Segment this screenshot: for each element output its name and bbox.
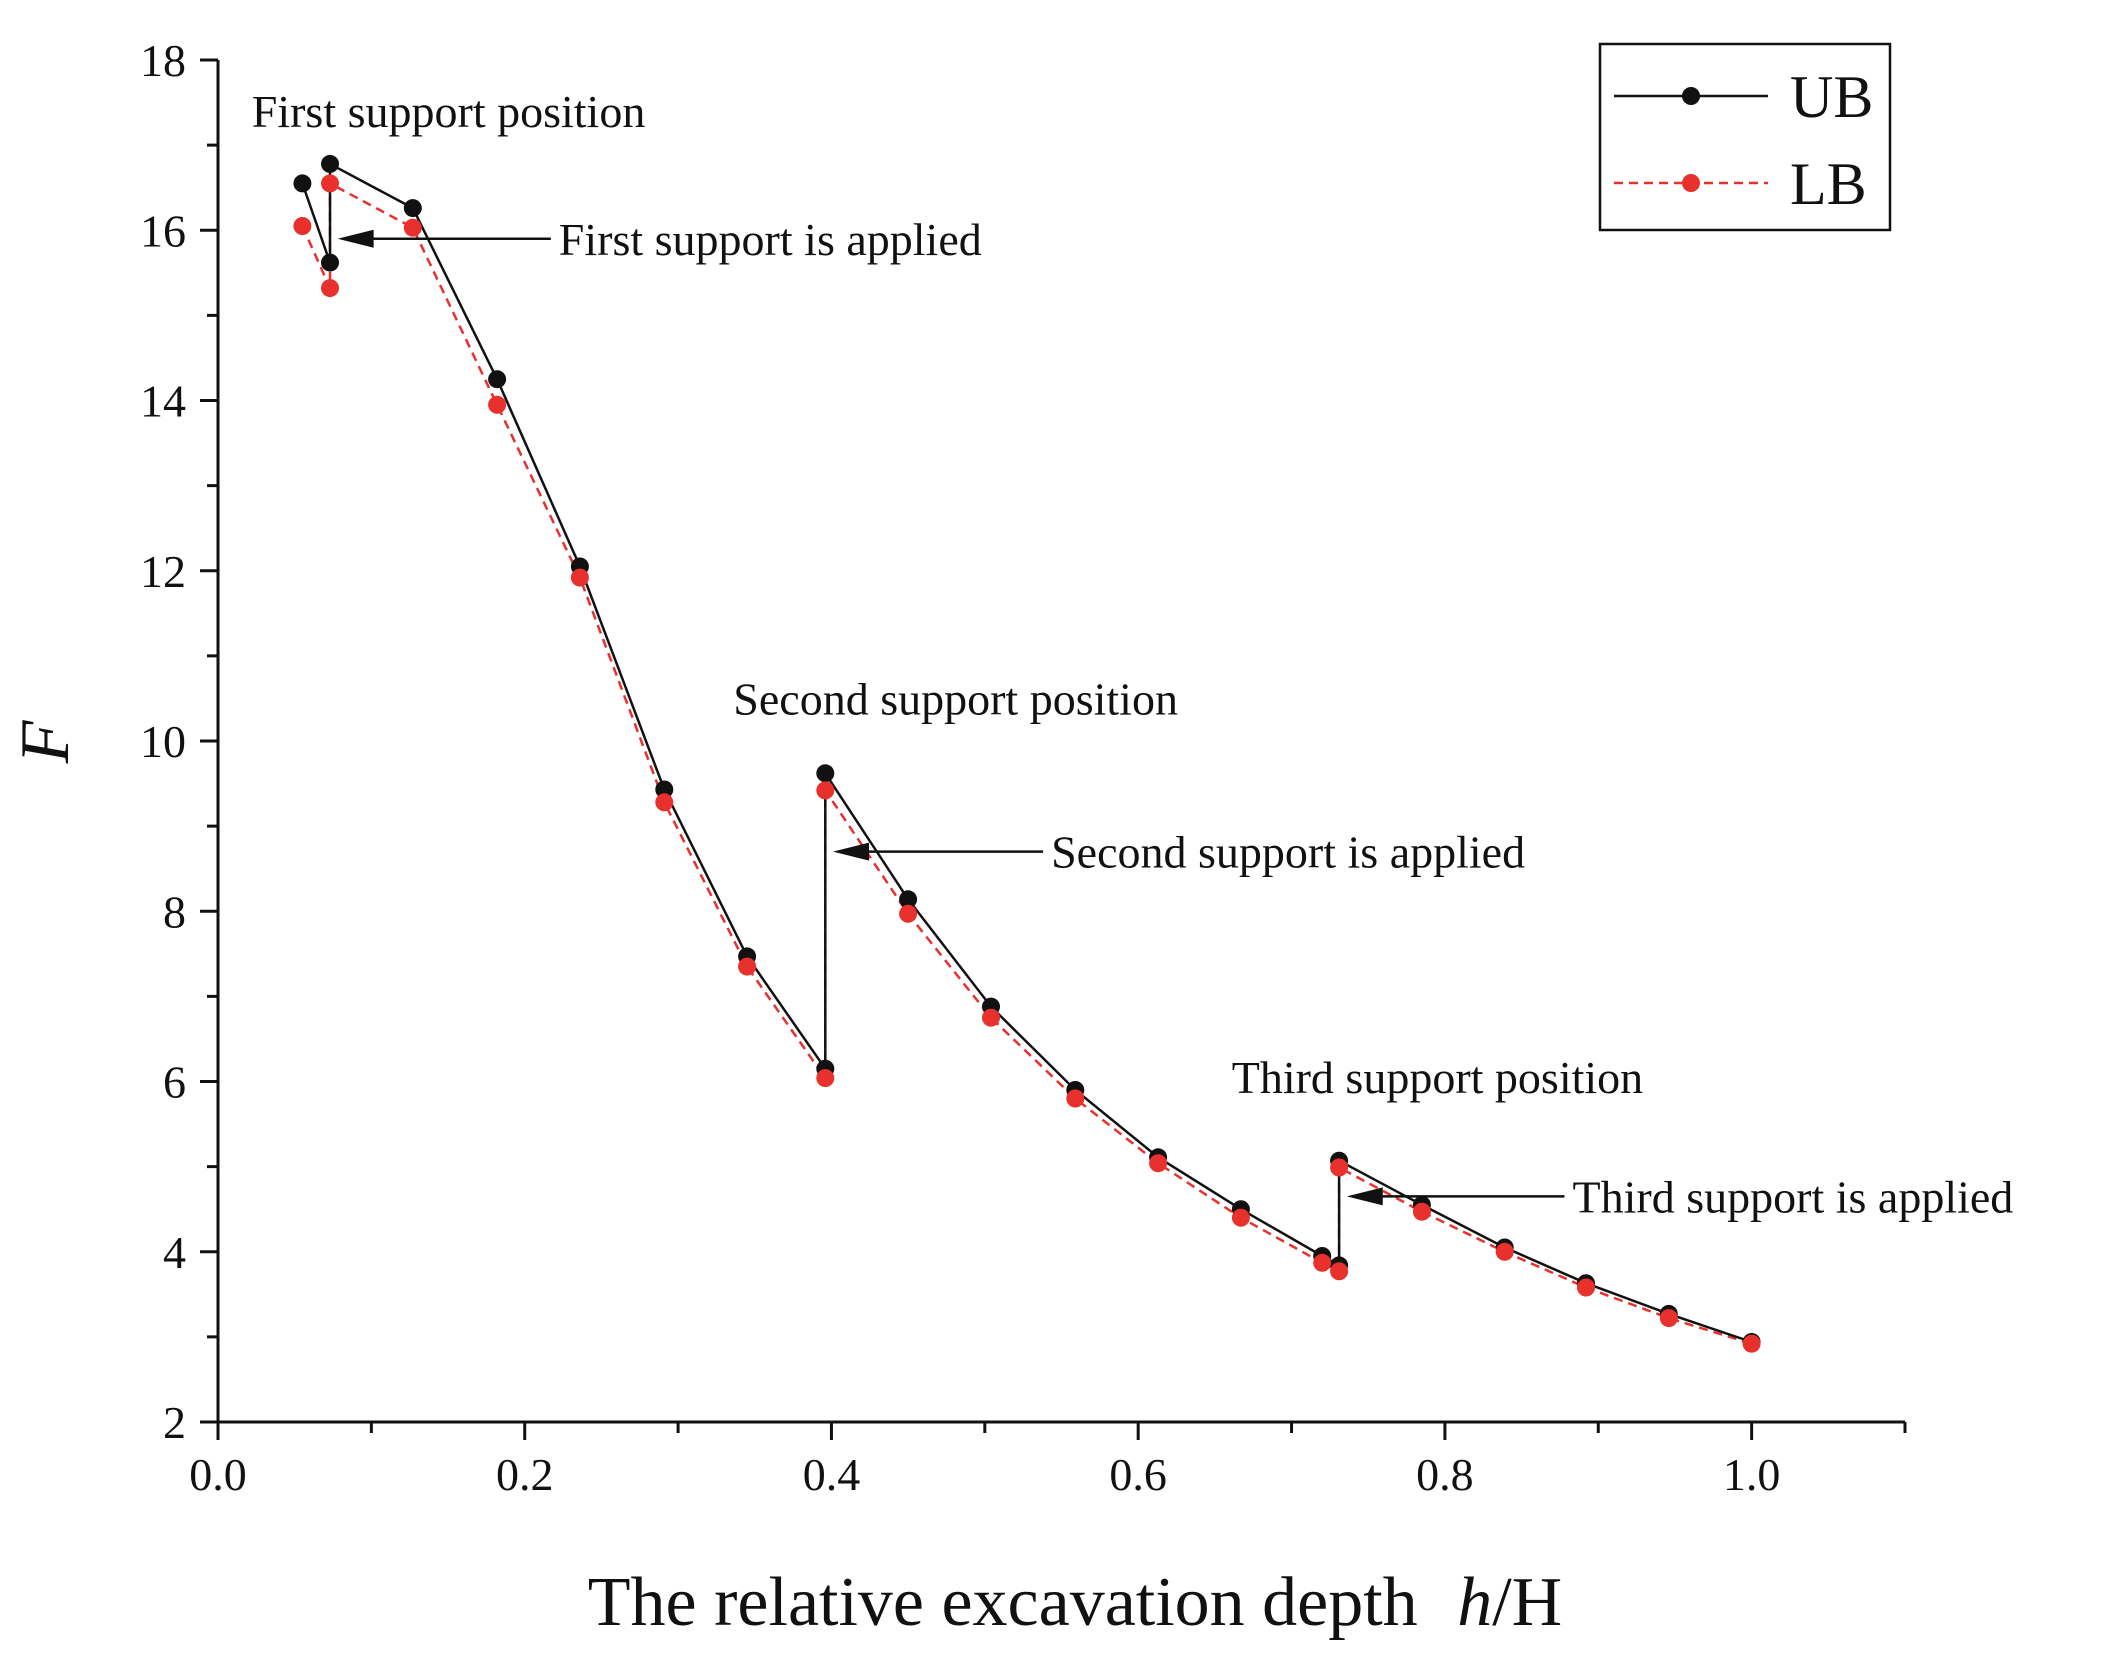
series-line-lb [301,181,1752,1345]
y-tick-label: 6 [163,1057,186,1108]
x-axis-title-unit: H [1512,1564,1563,1641]
data-point-lb [1313,1253,1332,1272]
x-tick-label: 0.8 [1416,1449,1474,1500]
data-point-lb [1066,1089,1085,1108]
annotation-arrow-head [337,229,374,248]
x-axis-title-text: The relative excavation depth [588,1564,1418,1641]
data-point-ub [488,370,507,389]
series-layer [293,154,1761,1353]
data-point-lb [293,217,312,235]
legend-box [1598,42,1892,232]
data-point-ub [655,780,674,799]
data-point-lb [1412,1202,1431,1221]
data-point-lb [982,1008,1000,1027]
legend-swatch-marker-lb [1682,174,1700,192]
annotation-label: Third support is applied [1573,1171,2014,1222]
legend: UB LB [1598,42,1892,232]
y-tick-label: 2 [163,1397,186,1448]
data-point-ub [403,199,422,218]
annotation-label: Third support position [1232,1052,1643,1103]
y-tick-label: 4 [163,1227,186,1278]
data-point-lb [1495,1242,1514,1261]
data-point-lb [488,395,507,414]
x-axis-title-variable: h [1457,1564,1492,1641]
data-point-lb [899,904,918,923]
x-tick-label: 0.4 [803,1449,861,1500]
data-point-lb [1330,1158,1349,1177]
x-axis-title: The relative excavation depth h/H [588,1564,1562,1641]
x-tick-label: 0.6 [1109,1449,1167,1500]
y-tick-label: 10 [140,716,186,767]
y-tick-label: 14 [140,376,186,427]
data-point-lb [1330,1262,1349,1281]
legend-label-ub: UB [1790,64,1873,130]
data-point-lb [1149,1154,1168,1173]
data-point-ub [816,764,835,783]
x-axis-ticks: 0.0 0.2 0.4 0.6 0.8 1.0 [189,1422,1907,1500]
data-point-lb [403,218,422,237]
data-point-lb [1577,1278,1595,1297]
y-axis-title: F [7,719,84,764]
data-point-lb [655,793,674,812]
x-tick-label: 1.0 [1723,1449,1781,1500]
annotation-label: Second support is applied [1051,827,1525,878]
data-point-ub [899,890,918,909]
annotation-label: First support is applied [559,214,982,265]
annotation-layer: First support position First support is a… [252,86,2014,1222]
y-tick-label: 16 [140,205,186,256]
data-point-lb [816,1069,835,1088]
y-tick-label: 8 [163,886,186,937]
series-line-ub [301,161,1753,1344]
data-point-lb [738,957,757,976]
data-point-lb [1659,1309,1678,1328]
annotation-label: Second support position [733,673,1178,724]
data-point-lb [321,174,339,193]
legend-swatch-marker-ub [1682,87,1700,105]
data-point-lb [321,279,339,298]
data-point-lb [1231,1208,1250,1227]
x-tick-label: 0.2 [496,1449,554,1500]
data-point-ub [293,174,312,193]
annotation-arrow-head [832,842,869,861]
data-point-lb [1742,1334,1761,1353]
data-point-ub [321,253,339,272]
y-tick-label: 18 [140,35,186,86]
data-point-lb [570,568,589,587]
legend-label-lb: LB [1790,151,1867,217]
data-point-lb [816,781,835,800]
data-point-ub [321,154,339,173]
y-tick-label: 12 [140,546,186,597]
x-tick-label: 0.0 [189,1449,247,1500]
annotation-label: First support position [252,86,646,137]
y-axis-ticks: 2 4 6 8 10 12 14 16 18 [140,35,218,1448]
annotation-arrow-head [1346,1187,1383,1206]
x-axis-title-separator: / [1492,1564,1512,1641]
